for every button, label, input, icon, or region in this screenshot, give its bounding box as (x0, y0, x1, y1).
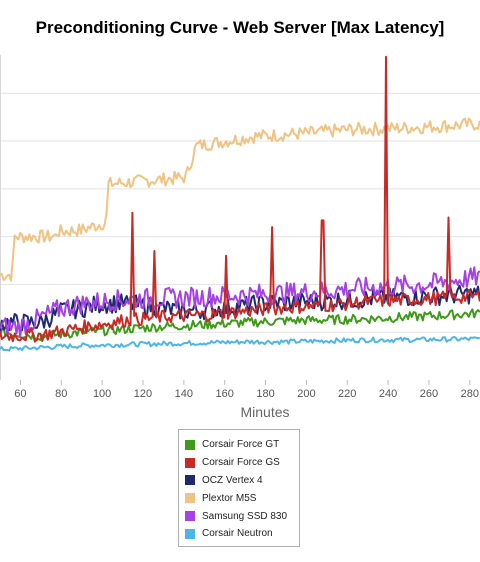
series-line-samsung-ssd-830 (0, 266, 480, 338)
x-tick-label: 240 (379, 388, 397, 400)
x-tick-label: 140 (175, 388, 193, 400)
legend-swatch (185, 475, 195, 486)
series-line-plextor-m5s (0, 117, 480, 282)
legend-item: Corsair Force GT (185, 436, 299, 454)
x-tick-labels: 60 80 100 120 140 160 180 200 220 240 260 280 (14, 388, 479, 400)
legend-item: OCZ Vertex 4 (185, 472, 299, 490)
legend-label: Corsair Force GS (202, 457, 280, 469)
legend-swatch (185, 493, 195, 504)
grid-layer (0, 55, 480, 385)
legend: Corsair Force GT Corsair Force GS OCZ Vert… (178, 429, 300, 547)
x-tick-label: 180 (256, 388, 274, 400)
x-tick-label: 120 (134, 388, 152, 400)
legend-label: Corsair Force GT (202, 439, 280, 451)
legend-item: Corsair Neutron (185, 525, 299, 543)
legend-item: Corsair Force GS (185, 454, 299, 472)
chart-title: Preconditioning Curve - Web Server [Max … (35, 18, 445, 37)
x-tick-label: 160 (216, 388, 234, 400)
legend-item: Plextor M5S (185, 489, 299, 507)
legend-swatch (185, 528, 195, 539)
x-tick-label: 100 (93, 388, 111, 400)
series-layer (0, 55, 480, 352)
legend-item: Samsung SSD 830 (185, 507, 299, 525)
x-tick-label: 260 (420, 388, 438, 400)
series-line-ocz-vertex-4 (0, 284, 480, 332)
legend-swatch (185, 439, 195, 450)
x-tick-label: 280 (461, 388, 479, 400)
series-line-corsair-force-gs (0, 55, 480, 343)
legend-label: OCZ Vertex 4 (202, 474, 263, 486)
legend-label: Plextor M5S (202, 492, 257, 504)
series-line-corsair-neutron (0, 335, 480, 352)
legend-label: Corsair Neutron (202, 528, 273, 540)
x-tick-label: 80 (55, 388, 67, 400)
legend-swatch (185, 457, 195, 468)
x-tick-label: 200 (297, 388, 315, 400)
series-line-corsair-force-gt (0, 308, 480, 341)
x-tick-label: 60 (14, 388, 26, 400)
legend-swatch (185, 511, 195, 522)
x-axis-label: Minutes (240, 404, 290, 420)
legend-label: Samsung SSD 830 (202, 510, 288, 522)
x-tick-label: 220 (338, 388, 356, 400)
